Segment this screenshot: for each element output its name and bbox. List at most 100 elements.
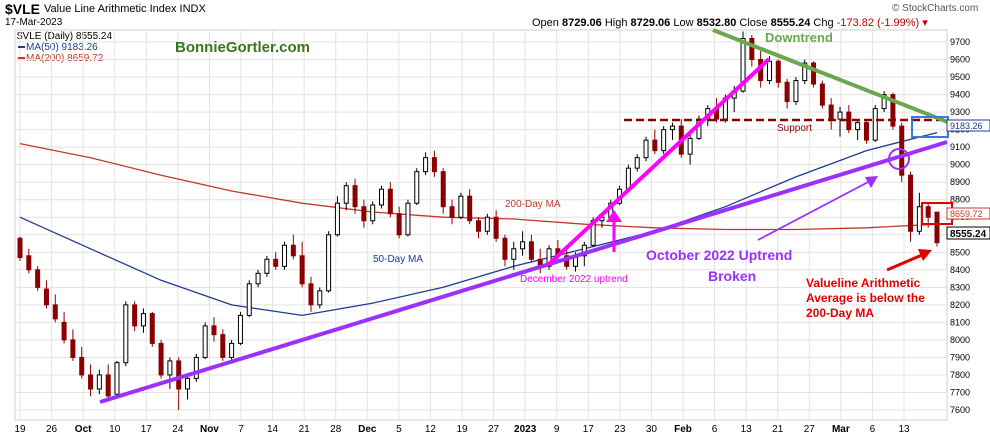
candle-body	[643, 139, 649, 159]
ma50-price-tag-text: 9183.26	[950, 121, 983, 131]
candle-body	[105, 374, 111, 397]
candle-body	[775, 60, 781, 83]
candle-body	[273, 258, 279, 267]
x-tick-label: 7	[238, 424, 244, 435]
y-tick-label: 9000	[950, 160, 970, 170]
close-price-tag-text: 8555.24	[950, 229, 987, 240]
candle-body	[440, 171, 446, 208]
x-tick-label: 24	[172, 424, 184, 435]
y-tick-label: 9400	[950, 90, 970, 100]
ma50-label: 50-Day MA	[373, 254, 423, 265]
candle-body	[528, 241, 534, 260]
candle-body	[431, 157, 437, 173]
note-line-1: Valueline Arithmetic	[806, 276, 921, 290]
x-tick-label: Mar	[832, 424, 850, 435]
candle-body	[334, 202, 340, 236]
y-tick-label: 9700	[950, 37, 970, 47]
candle-body	[88, 374, 94, 390]
candle-body	[43, 288, 49, 306]
candle-body	[343, 185, 349, 204]
candle-body	[149, 313, 155, 344]
candle-body	[176, 360, 182, 390]
x-tick-label: 6	[870, 424, 876, 435]
candle-body	[220, 334, 226, 358]
candle-body	[819, 83, 825, 106]
candle-body	[185, 377, 191, 390]
x-tick-label: Nov	[200, 424, 219, 435]
x-tick-label: 21	[772, 424, 784, 435]
ohlc-readout: Open 8729.06 High 8729.06 Low 8532.80 Cl…	[532, 16, 928, 29]
x-tick-label: 2023	[514, 424, 537, 435]
candle-body	[766, 60, 772, 82]
y-tick-label: 8100	[950, 317, 970, 327]
candle-body	[61, 321, 67, 341]
chg-label: Chg	[813, 17, 834, 29]
index-name: Value Line Arithmetic Index INDX	[44, 3, 206, 15]
x-tick-label: 27	[804, 424, 816, 435]
dec-uptrend-arrowhead	[606, 210, 622, 222]
candle-body	[687, 137, 693, 155]
note-arrow	[886, 253, 923, 272]
x-tick-label: 30	[646, 424, 658, 435]
candle-body	[749, 37, 755, 61]
candle-body	[520, 241, 526, 250]
ma200-label: 200-Day MA	[505, 199, 561, 210]
candle-body	[264, 258, 270, 274]
candle-body	[123, 304, 129, 364]
y-tick-label: 9100	[950, 142, 970, 152]
candle-body	[890, 94, 896, 127]
candle-body	[140, 313, 146, 327]
x-tick-label: 19	[456, 424, 468, 435]
candle-body	[511, 248, 517, 260]
x-tick-label: 5	[396, 424, 402, 435]
candle-body	[811, 62, 817, 85]
candle-body	[114, 362, 120, 395]
candle-body	[908, 174, 914, 232]
oct-uptrend-arrow	[757, 179, 873, 241]
downtrend-line	[712, 28, 959, 128]
ma200-price-tag	[946, 207, 990, 220]
candle-body	[17, 237, 23, 259]
x-tick-label: 27	[488, 424, 500, 435]
y-tick-label: 8400	[950, 265, 970, 275]
oct-uptrend-line	[99, 140, 948, 404]
y-tick-label: 7800	[950, 370, 970, 380]
x-tick-label: Feb	[674, 424, 692, 435]
candle-layer	[17, 31, 940, 410]
candle-body	[326, 234, 332, 292]
candle-body	[414, 171, 420, 204]
candle-body	[405, 202, 411, 236]
candle-body	[784, 81, 790, 103]
x-tick-label: Oct	[75, 424, 92, 435]
candle-body	[290, 244, 296, 257]
ma200-price-tag-text: 8659.72	[950, 209, 983, 219]
candle-body	[52, 304, 58, 320]
oct-uptrend-label-2: Broken	[708, 268, 756, 284]
candle-body	[661, 129, 667, 152]
note-line-3: 200-Day MA	[806, 306, 874, 320]
x-tick-label: 19	[14, 424, 26, 435]
x-axis: 19 26 Oct 10 17 24 Nov 7 14 21 28 Dec 5 12 19 27 2023 9 17…	[14, 424, 910, 435]
candle-body	[379, 188, 385, 206]
candle-body	[96, 374, 102, 390]
candle-body	[652, 139, 658, 152]
x-tick-label: 13	[898, 424, 910, 435]
legend-series: $VLE (Daily) 8555.24	[17, 31, 113, 42]
candle-body	[740, 37, 746, 92]
break-circle	[888, 148, 910, 170]
chg-down-icon: ▾	[922, 17, 928, 29]
x-tick-label: 14	[267, 424, 279, 435]
y-axis: 7600 7700 7800 7900 8000 8100 8200 8300 8400 8500…	[950, 37, 970, 415]
candle-body	[255, 272, 261, 285]
x-tick-label: 21	[299, 424, 311, 435]
x-tick-label: 13	[741, 424, 753, 435]
x-tick-label: 23	[614, 424, 626, 435]
oct-uptrend-label-1: October 2022 Uptrend	[646, 247, 792, 263]
y-tick-label: 9600	[950, 55, 970, 65]
ma50-line	[19, 131, 938, 317]
x-tick-label: Dec	[358, 424, 377, 435]
ticker-symbol: $VLE	[5, 1, 41, 17]
site-label: BonnieGortler.com	[175, 39, 310, 56]
low-value: 8532.80	[696, 17, 737, 29]
